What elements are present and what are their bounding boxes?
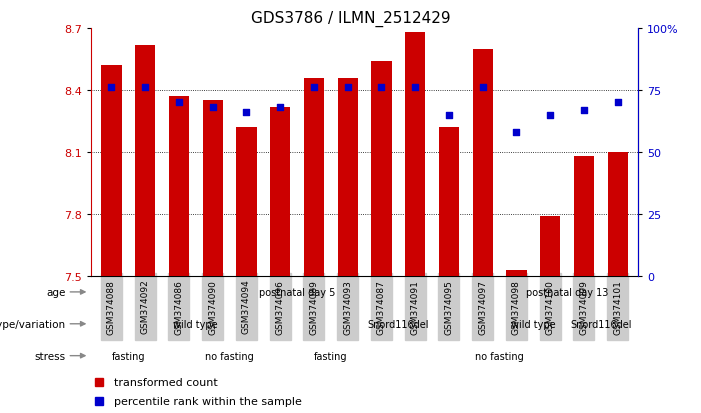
- Bar: [270, 107, 290, 276]
- Text: no fasting: no fasting: [475, 351, 524, 361]
- Point: [106, 85, 117, 92]
- Bar: [135, 45, 155, 276]
- Point: [477, 85, 489, 92]
- Text: transformed count: transformed count: [114, 377, 218, 387]
- Point: [409, 85, 421, 92]
- Bar: [574, 157, 594, 276]
- Bar: [169, 97, 189, 276]
- Point: [578, 107, 590, 114]
- Point: [376, 85, 387, 92]
- Bar: [372, 62, 392, 276]
- Text: Snord116del: Snord116del: [367, 319, 429, 329]
- Text: GDS3786 / ILMN_2512429: GDS3786 / ILMN_2512429: [251, 10, 450, 26]
- Text: age: age: [46, 287, 66, 297]
- Bar: [405, 33, 426, 276]
- Bar: [236, 128, 257, 276]
- Bar: [472, 50, 493, 276]
- Bar: [337, 78, 358, 276]
- Text: genotype/variation: genotype/variation: [0, 319, 66, 329]
- Point: [443, 112, 454, 119]
- Text: wild type: wild type: [511, 319, 556, 329]
- Point: [545, 112, 556, 119]
- Point: [139, 85, 151, 92]
- Text: wild type: wild type: [173, 319, 218, 329]
- Point: [207, 105, 218, 112]
- Point: [240, 110, 252, 116]
- Text: postnatal day 13: postnatal day 13: [526, 287, 608, 297]
- Bar: [506, 270, 526, 276]
- Bar: [304, 78, 324, 276]
- Point: [275, 105, 286, 112]
- Text: Snord116del: Snord116del: [570, 319, 632, 329]
- Bar: [540, 216, 560, 276]
- Point: [308, 85, 320, 92]
- Point: [511, 130, 522, 136]
- Text: stress: stress: [34, 351, 66, 361]
- Bar: [203, 101, 223, 276]
- Point: [612, 100, 623, 107]
- Text: postnatal day 5: postnatal day 5: [259, 287, 335, 297]
- Text: percentile rank within the sample: percentile rank within the sample: [114, 396, 302, 406]
- Point: [342, 85, 353, 92]
- Bar: [101, 66, 121, 276]
- Text: fasting: fasting: [111, 351, 145, 361]
- Text: no fasting: no fasting: [205, 351, 254, 361]
- Bar: [608, 153, 628, 276]
- Bar: [439, 128, 459, 276]
- Text: fasting: fasting: [314, 351, 348, 361]
- Point: [173, 100, 184, 107]
